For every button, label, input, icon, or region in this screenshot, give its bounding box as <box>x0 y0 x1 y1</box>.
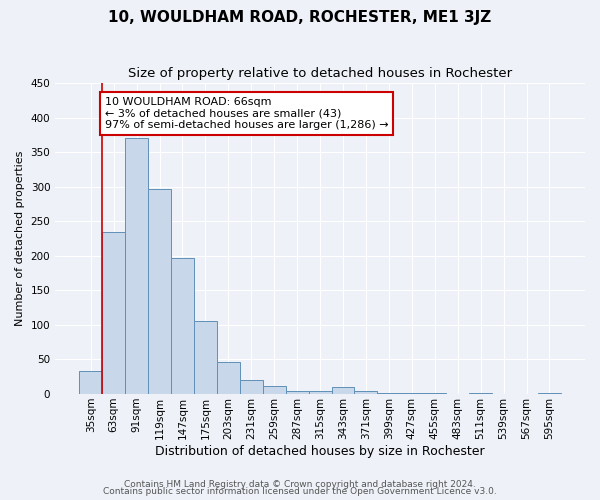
Bar <box>148 189 171 394</box>
Bar <box>308 390 332 394</box>
Bar <box>377 392 400 394</box>
Bar <box>79 371 102 394</box>
Bar <box>171 258 194 394</box>
Bar <box>125 138 148 394</box>
Text: Contains HM Land Registry data © Crown copyright and database right 2024.: Contains HM Land Registry data © Crown c… <box>124 480 476 489</box>
Bar <box>538 392 561 394</box>
Bar <box>423 392 446 394</box>
Bar <box>286 390 308 394</box>
Text: 10 WOULDHAM ROAD: 66sqm
← 3% of detached houses are smaller (43)
97% of semi-det: 10 WOULDHAM ROAD: 66sqm ← 3% of detached… <box>105 97 389 130</box>
Bar <box>102 232 125 394</box>
Bar <box>263 386 286 394</box>
Y-axis label: Number of detached properties: Number of detached properties <box>15 151 25 326</box>
X-axis label: Distribution of detached houses by size in Rochester: Distribution of detached houses by size … <box>155 444 485 458</box>
Text: Contains public sector information licensed under the Open Government Licence v3: Contains public sector information licen… <box>103 488 497 496</box>
Bar <box>355 390 377 394</box>
Bar <box>332 387 355 394</box>
Bar <box>240 380 263 394</box>
Bar <box>194 322 217 394</box>
Title: Size of property relative to detached houses in Rochester: Size of property relative to detached ho… <box>128 68 512 80</box>
Bar <box>217 362 240 394</box>
Text: 10, WOULDHAM ROAD, ROCHESTER, ME1 3JZ: 10, WOULDHAM ROAD, ROCHESTER, ME1 3JZ <box>109 10 491 25</box>
